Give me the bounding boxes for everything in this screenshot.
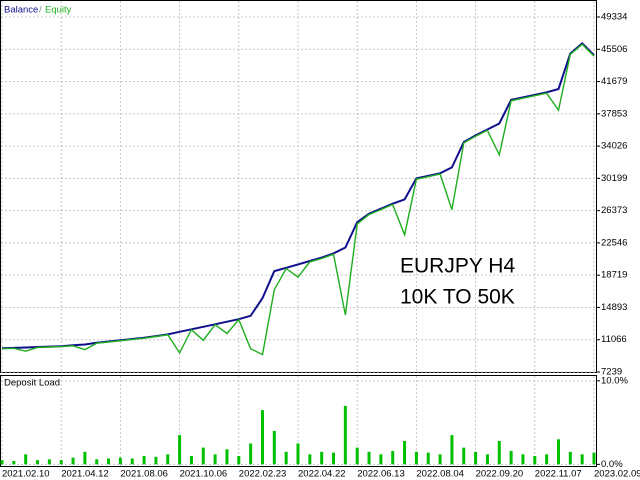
- bar: [260, 410, 264, 465]
- bar: [189, 455, 193, 465]
- bar: [403, 440, 407, 465]
- bar: [545, 454, 549, 465]
- bar: [320, 451, 324, 465]
- y-tick-label: 11066: [601, 334, 627, 345]
- bar: [237, 455, 241, 465]
- y-tick-label: 41679: [601, 76, 627, 87]
- bar: [83, 451, 87, 465]
- annotation: 10K TO 50K: [400, 286, 515, 309]
- y-tick-label: 7239: [601, 367, 622, 378]
- bar: [474, 451, 478, 465]
- bar: [355, 447, 359, 465]
- y-tick-label: 30199: [601, 173, 627, 184]
- bar: [118, 457, 122, 465]
- bar: [391, 450, 395, 465]
- bar: [414, 451, 418, 465]
- bar: [130, 458, 134, 465]
- bar: [201, 447, 205, 465]
- bar: [272, 430, 276, 465]
- x-tick-label: 2021.02.10: [2, 469, 50, 480]
- bar: [592, 452, 596, 465]
- bar: [343, 405, 347, 465]
- bar: [142, 455, 146, 465]
- bar: [568, 451, 572, 465]
- labels: Balance / Equity EURJPY H4 10K TO 50K De…: [2, 5, 640, 480]
- x-tick-label: 2022.08.04: [416, 469, 464, 480]
- bar: [154, 456, 158, 465]
- y-tick-label: 49334: [601, 12, 627, 23]
- x-tick-label: 2022.09.20: [476, 469, 524, 480]
- x-tick-label: 2021.10.06: [180, 469, 228, 480]
- bar: [225, 449, 229, 465]
- bar: [450, 435, 454, 465]
- y-tick-label: 45506: [601, 44, 627, 55]
- bar: [308, 454, 312, 465]
- bar: [426, 452, 430, 465]
- bar: [95, 459, 99, 465]
- bar: [580, 454, 584, 465]
- bar: [178, 435, 182, 465]
- y-tick-label: 37853: [601, 108, 627, 119]
- x-tick-label: 2021.08.06: [120, 469, 168, 480]
- bar: [533, 455, 537, 465]
- legend-entry: Balance: [4, 5, 38, 16]
- bar: [47, 459, 51, 465]
- y-tick-label: 26373: [601, 205, 627, 216]
- x-tick-label: 2021.04.12: [61, 469, 109, 480]
- bar: [0, 460, 4, 465]
- bar: [166, 454, 170, 465]
- x-tick-label: 2022.02.23: [239, 469, 287, 480]
- y-tick-label: 18719: [601, 270, 627, 281]
- y-tick-label: 34026: [601, 141, 627, 152]
- series-line: [1, 43, 595, 356]
- legend-separator: /: [39, 5, 42, 16]
- bar: [367, 451, 371, 465]
- bar: [497, 440, 501, 465]
- bar: [462, 447, 466, 465]
- bar: [296, 443, 300, 465]
- y-tick-label: 0.0%: [601, 459, 623, 470]
- bar: [521, 454, 525, 465]
- x-tick-label: 2022.04.22: [298, 469, 346, 480]
- legend-entry: Equity: [45, 5, 72, 16]
- bar: [438, 454, 442, 465]
- pane-title: Deposit Load: [4, 378, 60, 389]
- bar: [509, 450, 513, 465]
- bar: [213, 454, 217, 465]
- load-pane-frame: [0, 375, 597, 467]
- x-tick-label: 2022.11.07: [535, 469, 582, 480]
- bar: [24, 454, 28, 465]
- bar: [485, 454, 489, 465]
- bar: [249, 443, 253, 465]
- y-tick-label: 14893: [601, 302, 627, 313]
- bar: [59, 460, 63, 465]
- marks: [0, 42, 596, 465]
- bar: [107, 458, 111, 465]
- bar: [556, 439, 560, 465]
- bar: [12, 460, 16, 465]
- bar: [332, 452, 336, 465]
- bar: [284, 451, 288, 465]
- annotation: EURJPY H4: [400, 255, 515, 278]
- x-tick-label: 2023.02.09: [594, 469, 640, 480]
- bar: [71, 457, 75, 465]
- bar: [379, 454, 383, 465]
- y-tick-label: 10.0%: [601, 375, 628, 386]
- y-tick-label: 22546: [601, 237, 627, 248]
- x-tick-label: 2022.06.13: [357, 469, 405, 480]
- bar: [36, 460, 40, 465]
